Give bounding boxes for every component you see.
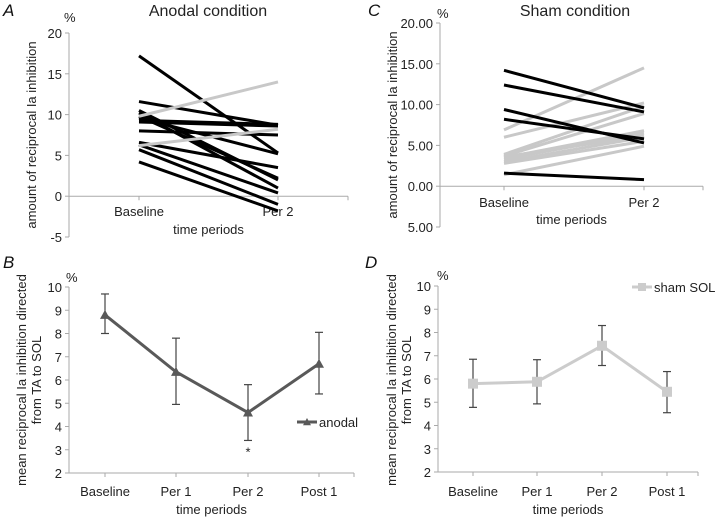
triangle-marker-b — [243, 407, 253, 417]
unit-label-d: % — [437, 268, 449, 283]
square-marker-d — [468, 378, 478, 389]
x-tick-label-d: Per 1 — [521, 484, 552, 499]
subject-line-c — [503, 135, 645, 164]
y-tick-label-b: 4 — [55, 420, 62, 435]
subject-line-a — [138, 129, 279, 137]
y-tick-label-c: 5.00 — [408, 220, 433, 235]
subject-line-a — [138, 140, 279, 170]
subject-line-c — [503, 134, 645, 159]
y-tick-label-a: 5 — [55, 148, 62, 163]
chart-title-a: Anodal condition — [149, 3, 267, 20]
y-tick-label-b: 2 — [55, 466, 62, 481]
y-tick-label-a: 10 — [48, 108, 62, 123]
y-tick-label-d: 10 — [417, 279, 431, 294]
triangle-marker-b — [303, 418, 311, 426]
subject-line-c — [503, 112, 645, 158]
y-tick-label-a: 15 — [48, 67, 62, 82]
legend-label-b: anodal — [319, 415, 358, 430]
y-axis-label-a: amount of reciprocal Ia inhibition — [24, 41, 39, 228]
y-tick-label-a: 0 — [55, 189, 62, 204]
y-tick-label-c: 15.00 — [400, 57, 433, 72]
square-marker-d — [662, 386, 672, 397]
subject-line-a — [138, 80, 279, 118]
chart-title-c: Sham condition — [520, 3, 630, 20]
square-marker-d — [532, 376, 542, 387]
y-tick-label-b: 6 — [55, 373, 62, 388]
y-tick-label-d: 6 — [424, 372, 431, 387]
triangle-marker-b — [314, 358, 324, 368]
y-tick-label-b: 5 — [55, 396, 62, 411]
x-tick-label-a: Baseline — [114, 204, 164, 219]
y-axis-label-b: from TA to SOL — [29, 336, 44, 424]
triangle-marker-b — [100, 309, 110, 319]
subject-line-c — [503, 108, 645, 145]
y-tick-label-d: 9 — [424, 302, 431, 317]
mean-line-d — [472, 343, 668, 394]
subject-line-a — [138, 100, 279, 127]
panel-letter-c: C — [368, 1, 381, 20]
y-tick-label-b: 3 — [55, 443, 62, 458]
subject-line-a — [138, 160, 279, 213]
unit-label-a: % — [64, 10, 76, 25]
y-tick-label-c: 10.00 — [400, 98, 433, 113]
subject-line-c — [503, 68, 645, 110]
y-axis-label-d: from TA to SOL — [399, 336, 414, 424]
subject-line-c — [503, 83, 645, 114]
x-tick-label-d: Per 2 — [586, 484, 617, 499]
subject-line-a — [138, 114, 279, 180]
y-tick-label-b: 8 — [55, 327, 62, 342]
y-axis-label-c: amount of reciprocal Ia inhibition — [385, 31, 400, 218]
y-tick-label-d: 3 — [424, 442, 431, 457]
legend-label-d: sham SOL — [654, 280, 715, 295]
subject-line-c — [503, 144, 645, 177]
subject-line-c — [503, 117, 645, 141]
y-tick-label-d: 8 — [424, 326, 431, 341]
x-tick-label-c: Baseline — [479, 195, 529, 210]
y-tick-label-b: 9 — [55, 303, 62, 318]
panel-letter-b: B — [3, 253, 14, 272]
unit-label-b: % — [66, 270, 78, 285]
y-tick-label-d: 4 — [424, 419, 431, 434]
x-tick-label-d: Post 1 — [649, 484, 686, 499]
subject-line-a — [138, 116, 279, 156]
triangle-marker-b — [171, 366, 181, 376]
x-tick-label-b: Per 1 — [160, 484, 191, 499]
significance-marker-b: * — [245, 444, 250, 459]
y-tick-label-c: 0.00 — [408, 179, 433, 194]
y-tick-label-b: 10 — [48, 280, 62, 295]
subject-line-a — [138, 143, 279, 195]
subject-line-c — [503, 139, 645, 165]
y-axis-label-d: mean reciprocal Ia inhibition directed — [384, 274, 399, 486]
x-axis-label-d: time periods — [533, 502, 604, 517]
x-tick-label-b: Baseline — [80, 484, 130, 499]
y-tick-label-d: 2 — [424, 465, 431, 480]
x-tick-label-b: Post 1 — [301, 484, 338, 499]
y-axis-label-b: mean reciprocal Ia inhibition directed — [14, 274, 29, 486]
y-tick-label-d: 7 — [424, 349, 431, 364]
mean-line-b — [104, 313, 320, 415]
subject-line-a — [138, 127, 279, 148]
y-tick-label-b: 7 — [55, 350, 62, 365]
square-marker-d — [597, 340, 607, 351]
y-tick-label-c: 5.00 — [408, 138, 433, 153]
panel-letter-a: A — [2, 1, 14, 20]
subject-line-a — [138, 118, 279, 126]
x-tick-label-d: Baseline — [448, 484, 498, 499]
x-tick-label-c: Per 2 — [628, 195, 659, 210]
x-axis-label-a: time periods — [173, 222, 244, 237]
x-axis-label-c: time periods — [536, 212, 607, 227]
subject-line-c — [503, 171, 645, 182]
y-tick-label-c: 20.00 — [400, 16, 433, 31]
y-tick-label-a: 20 — [48, 26, 62, 41]
x-axis-label-b: time periods — [176, 502, 247, 517]
y-tick-label-d: 5 — [424, 395, 431, 410]
subject-line-a — [138, 148, 279, 206]
x-tick-label-b: Per 2 — [232, 484, 263, 499]
square-marker-d — [638, 283, 646, 291]
y-tick-label-a: -5 — [50, 230, 62, 245]
panel-letter-d: D — [365, 253, 377, 272]
subject-line-a — [138, 54, 279, 155]
unit-label-c: % — [437, 6, 449, 21]
